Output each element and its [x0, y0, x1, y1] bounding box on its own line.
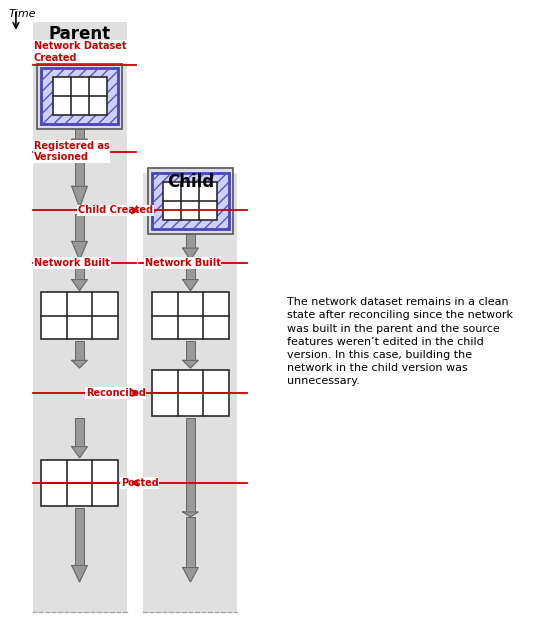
Polygon shape — [72, 139, 87, 149]
Bar — [75, 214, 84, 241]
Polygon shape — [72, 566, 87, 582]
Polygon shape — [72, 360, 87, 368]
Text: Registered as
Versioned: Registered as Versioned — [34, 141, 110, 162]
Polygon shape — [183, 280, 198, 291]
Bar — [75, 418, 84, 447]
Text: Reconciled: Reconciled — [86, 388, 146, 398]
Bar — [186, 266, 195, 280]
Text: Posted: Posted — [121, 478, 158, 488]
Bar — [163, 182, 217, 220]
Text: Child: Child — [167, 173, 214, 191]
Bar — [186, 230, 195, 248]
Bar — [75, 340, 84, 360]
Bar — [186, 340, 195, 360]
Polygon shape — [183, 360, 198, 368]
Polygon shape — [183, 512, 198, 517]
Bar — [75, 125, 84, 139]
Bar — [152, 173, 229, 229]
Bar — [41, 293, 118, 339]
Bar — [75, 266, 84, 280]
Polygon shape — [72, 241, 87, 260]
Text: Time: Time — [9, 9, 36, 19]
Bar — [186, 517, 195, 568]
Polygon shape — [183, 568, 198, 582]
Bar — [41, 68, 118, 124]
Bar — [186, 418, 195, 512]
Text: Network Dataset
Created: Network Dataset Created — [34, 41, 127, 63]
Text: Parent: Parent — [49, 25, 110, 43]
Bar — [148, 168, 233, 234]
Bar — [53, 77, 107, 115]
Text: Child Created: Child Created — [78, 206, 153, 215]
Bar — [75, 508, 84, 566]
Polygon shape — [183, 248, 198, 260]
Text: Network Built: Network Built — [145, 258, 221, 268]
Bar — [152, 293, 229, 339]
Bar — [75, 155, 84, 186]
Polygon shape — [72, 447, 87, 458]
Bar — [143, 173, 238, 613]
Polygon shape — [72, 280, 87, 291]
Polygon shape — [72, 186, 87, 207]
Bar — [152, 173, 229, 229]
Bar — [37, 63, 122, 129]
Text: Network Built: Network Built — [34, 258, 110, 268]
Bar — [41, 68, 118, 124]
Text: The network dataset remains in a clean
state after reconciling since the network: The network dataset remains in a clean s… — [287, 297, 513, 386]
Bar — [41, 459, 118, 506]
Bar — [152, 370, 229, 417]
Bar — [32, 22, 127, 613]
